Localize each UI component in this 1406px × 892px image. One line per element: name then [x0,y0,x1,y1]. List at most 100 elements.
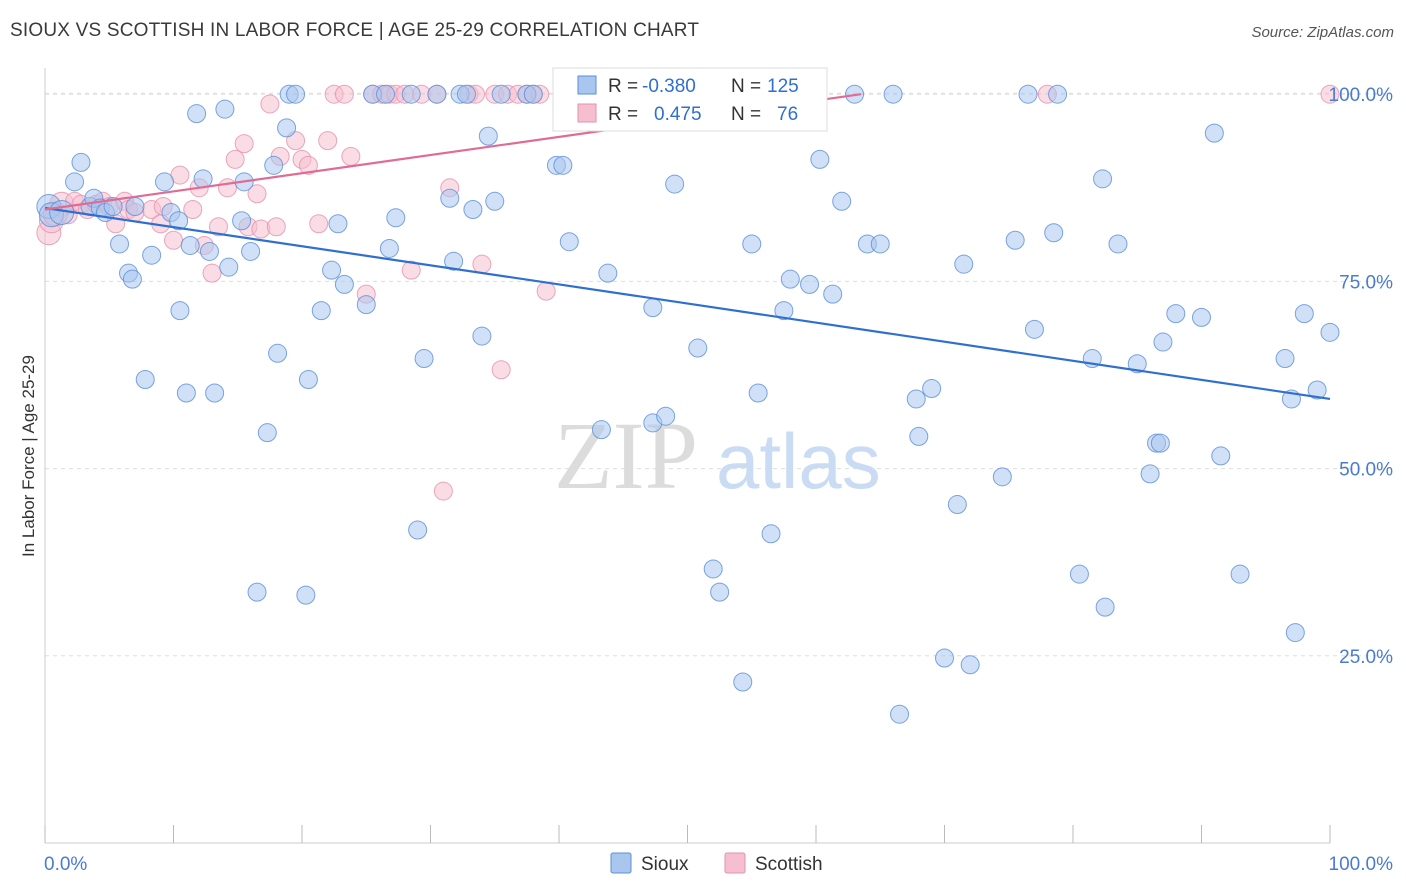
sioux-point-57 [463,200,483,220]
scottish-point-47 [401,260,421,280]
sioux-point-95 [954,254,974,274]
sioux-point-21 [180,235,200,255]
sioux-point-124 [780,269,800,289]
sioux-point-15 [142,245,162,265]
sioux-point-68 [598,263,618,283]
sioux-point-80 [774,301,794,321]
sioux-point-49 [401,84,421,104]
sioux-point-61 [491,84,511,104]
scottish-point-28 [247,184,267,204]
sioux-point-34 [268,343,288,363]
sioux-point-72 [665,174,685,194]
x-tick-label-0: 0.0% [44,854,87,875]
sioux-point-60 [485,191,505,211]
sioux-point-52 [427,84,447,104]
sioux-point-43 [334,274,354,294]
sioux-point-4 [71,152,91,172]
sioux-point-98 [1005,230,1025,250]
sioux-point-28 [232,211,252,231]
y-tick-label-0: 25.0% [1339,647,1393,668]
sioux-point-42 [328,214,348,234]
y-tick-label-3: 100.0% [1329,85,1394,106]
watermark: ZIP atlas [554,402,881,509]
sioux-point-94 [947,495,967,515]
sioux-point-115 [1204,123,1224,143]
sioux-point-74 [703,559,723,579]
legend-label-scottish: Scottish [755,854,823,875]
sioux-point-12 [122,269,142,289]
sioux-point-99 [1018,84,1038,104]
sioux-point-103 [1069,564,1089,584]
sioux-point-89 [890,704,910,724]
sioux-point-90 [906,389,926,409]
scottish-point-19 [183,200,203,220]
scottish-point-36 [309,214,329,234]
sioux-point-51 [414,349,434,369]
sioux-point-122 [1320,322,1340,342]
sioux-point-24 [199,241,219,261]
sioux-point-3 [65,172,85,192]
watermark-zip: ZIP [554,402,698,509]
sioux-point-38 [296,585,316,605]
sioux-point-46 [376,84,396,104]
legend-label-sioux: Sioux [641,854,689,875]
scottish-point-25 [225,149,245,169]
sioux-point-102 [1048,84,1068,104]
sioux-point-112 [1153,332,1173,352]
scottish-point-39 [334,84,354,104]
sioux-point-37 [286,84,306,104]
y-axis-title: In Labor Force | Age 25-29 [19,355,38,557]
sioux-point-67 [591,420,611,440]
sioux-point-30 [241,241,261,261]
sioux-point-117 [1230,564,1250,584]
sioux-point-79 [761,524,781,544]
y-tick-label-1: 50.0% [1339,460,1393,481]
sioux-point-116 [1211,446,1231,466]
sioux-point-111 [1150,433,1170,453]
sioux-point-31 [247,582,267,602]
stats-swatch-scottish [577,103,597,123]
sioux-point-53 [440,188,460,208]
stats-r-label-scottish: R = [608,104,638,125]
sioux-point-114 [1192,307,1211,327]
stats-n-value-sioux: 125 [767,76,799,97]
scottish-point-56 [491,360,511,380]
sioux-point-77 [742,234,762,254]
y-tick-label-2: 75.0% [1339,272,1393,293]
scottish-point-31 [266,217,286,237]
stats-n-label-scottish: N = [731,104,761,125]
stats-n-value-scottish: 76 [777,104,798,125]
sioux-point-54 [444,251,464,271]
x-tick-label-1: 100.0% [1329,854,1394,875]
sioux-point-97 [992,467,1012,487]
stats-swatch-sioux [577,75,597,95]
sioux-point-84 [832,191,852,211]
scottish-point-37 [318,131,338,151]
sioux-point-71 [656,406,676,426]
scottish-point-30 [260,94,280,114]
sioux-point-59 [478,126,498,146]
scottish-point-50 [433,481,453,501]
sioux-point-109 [1140,464,1160,484]
watermark-atlas: atlas [716,417,881,505]
sioux-point-14 [135,369,155,389]
sioux-point-108 [1127,354,1147,374]
sioux-point-107 [1108,234,1128,254]
sioux-point-58 [472,326,492,346]
sioux-point-92 [922,378,942,398]
sioux-point-22 [187,104,207,124]
scottish-point-17 [164,230,183,250]
sioux-point-87 [870,234,890,254]
stats-legend-frame [552,67,828,132]
sioux-point-33 [264,155,284,175]
sioux-point-27 [219,257,239,277]
sioux-point-26 [215,99,235,119]
sioux-trend-line [44,206,1331,401]
sioux-point-41 [322,260,342,280]
scottish-point-35 [298,155,318,175]
sioux-point-83 [823,284,843,304]
sioux-point-113 [1166,304,1186,324]
scottish-point-54 [472,254,492,274]
sioux-point-47 [379,238,399,258]
sioux-point-78 [748,383,768,403]
